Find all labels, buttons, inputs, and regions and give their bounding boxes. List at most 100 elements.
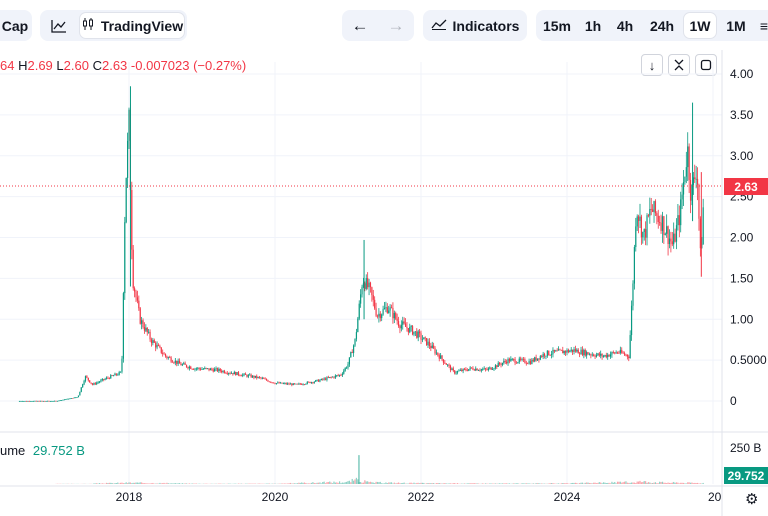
indicators-button[interactable]: Indicators (423, 10, 527, 41)
candle-body (374, 299, 376, 309)
volume-bar (452, 483, 454, 484)
candle-body (477, 370, 480, 372)
volume-bar (374, 483, 376, 484)
candle-body (424, 337, 426, 339)
volume-bar (532, 483, 534, 484)
volume-bar (358, 455, 360, 484)
high-value: 2.69 (27, 58, 53, 73)
candle-body (38, 400, 40, 402)
volume-bar (681, 482, 683, 484)
candle-body (192, 369, 195, 370)
market-cap-button[interactable]: Cap (0, 10, 32, 41)
candle-body (543, 353, 546, 357)
candle-body (622, 352, 624, 354)
timeframe-4h[interactable]: 4h (616, 17, 634, 34)
candle-body (243, 373, 245, 375)
candle-body (448, 364, 450, 366)
candle-body (430, 346, 432, 349)
candle-body (73, 397, 75, 399)
candle-body (483, 368, 485, 370)
candle-body (418, 331, 421, 334)
timeframe-1w[interactable]: 1W (684, 13, 716, 38)
candle-body (188, 366, 190, 369)
timeframe-24h[interactable]: 24h (649, 17, 675, 34)
volume-bar (129, 482, 132, 484)
candle-body (69, 398, 71, 400)
volume-bar (324, 483, 327, 484)
candle-body (486, 369, 488, 371)
candle-body (280, 382, 282, 384)
arrow-right-icon[interactable]: → (387, 15, 405, 35)
candle-body (434, 348, 436, 354)
candle-body (553, 349, 555, 352)
arrow-left-icon[interactable]: ← (351, 15, 369, 35)
indicators-icon (431, 17, 447, 34)
volume-bar (579, 483, 581, 484)
volume-bar (426, 483, 428, 484)
volume-bar (626, 482, 628, 484)
candle-body (559, 349, 561, 351)
candle-body (163, 353, 165, 355)
candle-body (334, 375, 336, 378)
volume-bar (135, 482, 137, 484)
timeframe-15m[interactable]: 15m (542, 17, 572, 34)
candle-body (579, 353, 581, 355)
volume-bar (611, 481, 613, 484)
volume-bar (618, 481, 620, 484)
tradingview-button[interactable]: TradingView (80, 13, 184, 38)
candle-body (598, 353, 600, 356)
candle-body (268, 381, 270, 383)
arrow-down-icon[interactable]: ↓ (641, 54, 663, 76)
candle-body (630, 305, 633, 336)
timeframe-1h[interactable]: 1h (584, 17, 602, 34)
candle-body (20, 401, 22, 402)
line-chart-icon[interactable] (40, 10, 78, 41)
candle-body (44, 400, 46, 402)
gear-icon[interactable]: ⚙ (745, 491, 759, 508)
volume-bar (177, 483, 179, 484)
candle-body (403, 321, 405, 324)
collapse-icon[interactable] (668, 54, 690, 76)
volume-bar (653, 482, 655, 484)
candle-body (385, 307, 387, 309)
volume-bar (136, 482, 139, 484)
volume-bar (564, 483, 567, 484)
volume-bar (576, 482, 578, 484)
candle-body (570, 349, 572, 351)
volume-bar (629, 482, 631, 484)
candle-body (511, 358, 513, 360)
candle-body (166, 356, 168, 358)
fullscreen-icon[interactable] (695, 54, 717, 76)
candle-body (119, 371, 122, 373)
volume-bar (145, 483, 147, 484)
candle-body (340, 374, 342, 376)
candle-body (299, 383, 301, 385)
ohlc-legend: 64 H2.69 L2.60 C2.63 -0.007023 (−0.27%) (0, 58, 246, 73)
candle-body (563, 350, 565, 354)
candle-body (409, 326, 411, 333)
candle-body (688, 146, 690, 180)
candle-body (556, 350, 558, 352)
timeframe-1m[interactable]: 1M (726, 17, 746, 34)
candle-body (135, 291, 137, 298)
change-value: -0.007023 (−0.27%) (130, 58, 247, 73)
candle-body (39, 400, 42, 402)
candle-body (549, 354, 551, 356)
volume-bar (501, 483, 504, 484)
volume-bar (146, 483, 148, 484)
candle-body (456, 371, 459, 373)
candle-body (282, 383, 285, 385)
menu-icon[interactable]: ≡ (759, 17, 768, 34)
volume-bar (119, 482, 122, 484)
candle-body (63, 399, 66, 401)
volume-bar (350, 482, 352, 484)
candle-body (296, 383, 299, 385)
volume-bar (396, 482, 398, 484)
volume-bar (476, 483, 478, 484)
volume-bar (337, 482, 339, 484)
candle-body (452, 368, 454, 371)
candle-body (216, 368, 219, 372)
volume-bar (549, 483, 551, 484)
candle-body (442, 359, 445, 363)
